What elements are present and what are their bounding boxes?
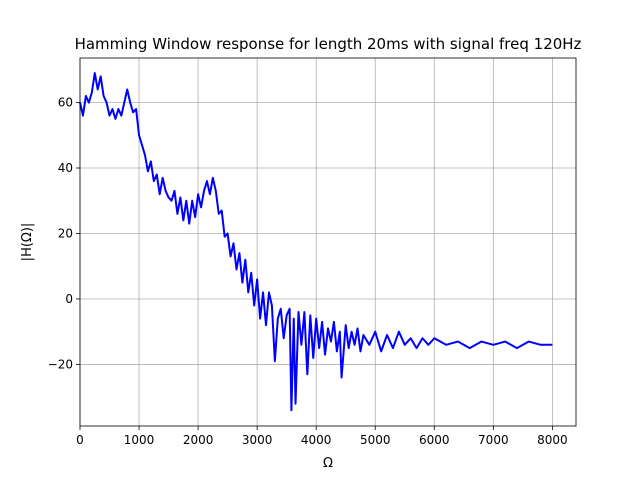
y-tick-label: 40 [58,161,73,175]
x-tick-label: 5000 [360,433,391,447]
x-tick-label: 7000 [478,433,509,447]
y-axis-label: |H(Ω)| [20,223,35,262]
y-tick-label: 0 [65,292,73,306]
plot-frame [79,57,577,427]
x-tick-label: 8000 [537,433,568,447]
x-tick-label: 0 [76,433,84,447]
x-tick-label: 6000 [419,433,450,447]
x-axis-label: Ω [323,456,333,471]
y-tick-label: 60 [58,96,73,110]
x-tick-label: 1000 [124,433,155,447]
y-tick-label: −20 [48,357,73,371]
x-tick-label: 3000 [242,433,273,447]
chart-title: Hamming Window response for length 20ms … [75,35,582,53]
x-tick-label: 4000 [301,433,332,447]
y-tick-label: 20 [58,226,73,240]
x-tick-label: 2000 [183,433,214,447]
line-series [79,72,553,412]
